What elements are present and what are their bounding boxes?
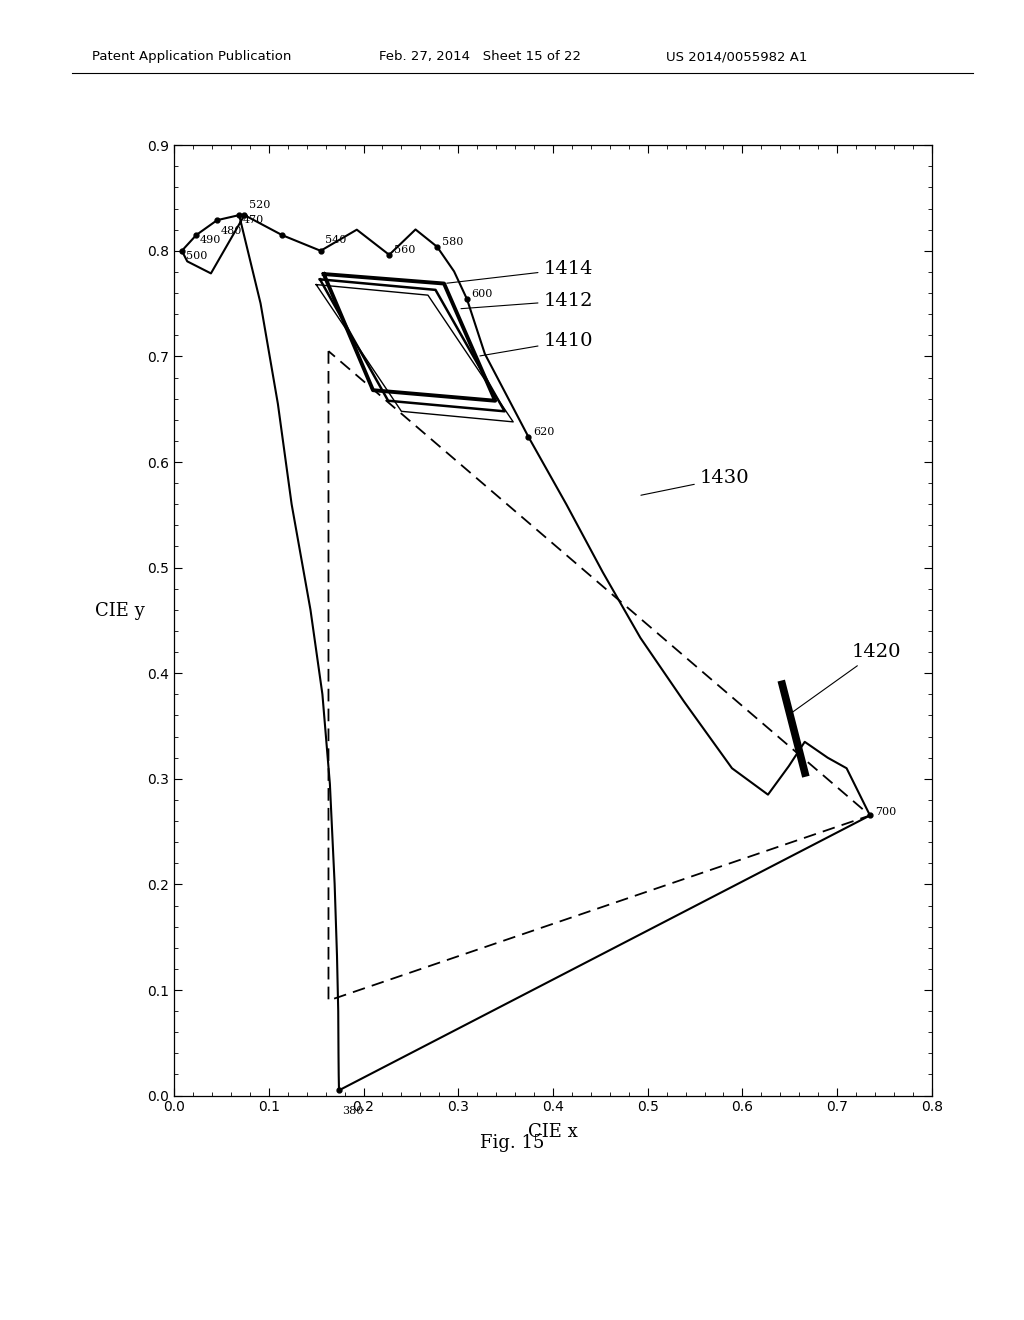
Text: US 2014/0055982 A1: US 2014/0055982 A1 <box>666 50 807 63</box>
Y-axis label: CIE y: CIE y <box>94 602 144 620</box>
Text: 1430: 1430 <box>641 469 750 495</box>
Text: 620: 620 <box>534 426 555 437</box>
Text: Fig. 15: Fig. 15 <box>480 1134 544 1152</box>
Text: 560: 560 <box>394 244 416 255</box>
Text: 470: 470 <box>243 215 264 226</box>
Text: 480: 480 <box>221 226 243 236</box>
Text: 490: 490 <box>200 235 221 246</box>
Text: Feb. 27, 2014   Sheet 15 of 22: Feb. 27, 2014 Sheet 15 of 22 <box>379 50 581 63</box>
Text: 1412: 1412 <box>461 292 593 310</box>
Text: 1414: 1414 <box>446 260 593 284</box>
Text: Patent Application Publication: Patent Application Publication <box>92 50 292 63</box>
Text: 580: 580 <box>441 236 463 247</box>
Text: 600: 600 <box>472 289 494 298</box>
Text: 540: 540 <box>326 235 347 246</box>
X-axis label: CIE x: CIE x <box>528 1123 578 1140</box>
Text: 1410: 1410 <box>480 331 593 356</box>
Text: 700: 700 <box>874 808 896 817</box>
Text: 380: 380 <box>342 1106 364 1117</box>
Text: 1420: 1420 <box>791 643 901 714</box>
Text: 500: 500 <box>185 251 207 261</box>
Text: 520: 520 <box>249 199 270 210</box>
